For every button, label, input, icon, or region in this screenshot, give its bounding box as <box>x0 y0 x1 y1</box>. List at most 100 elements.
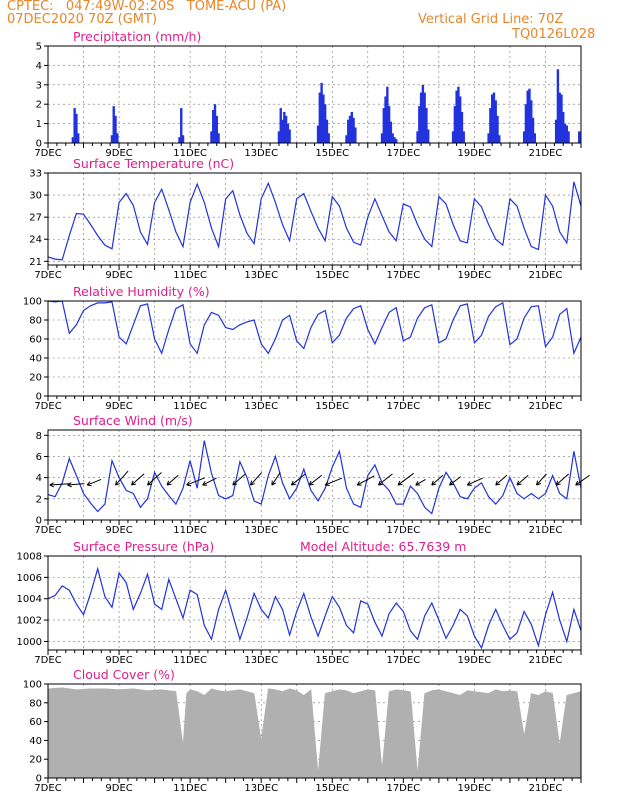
y-tick-label: 60 <box>29 335 42 346</box>
precip-bar <box>352 117 355 143</box>
header-grid-line: Vertical Grid Line: 70Z <box>418 12 564 27</box>
precip-bar <box>528 88 531 143</box>
precip-bar <box>494 100 497 143</box>
x-tick-label: 21DEC <box>529 270 563 281</box>
wind-arrow-shaft <box>449 476 462 486</box>
y-tick-label: 4 <box>36 473 42 484</box>
wind-arrow <box>67 482 85 488</box>
precip-bar <box>284 115 288 143</box>
wind-arrow-head <box>556 483 561 486</box>
precip-bar <box>460 111 464 143</box>
wind-arrow <box>131 473 145 486</box>
y-tick-label: 1002 <box>17 616 42 627</box>
x-tick-label: 9DEC <box>105 525 132 536</box>
x-tick-label: 13DEC <box>244 655 278 666</box>
wind-arrow-shaft <box>147 472 162 486</box>
wind-arrow-shaft <box>324 477 343 486</box>
x-tick-label: 9DEC <box>105 655 132 666</box>
x-tick-label: 7DEC <box>34 270 61 281</box>
precip-bar <box>77 133 80 143</box>
precip-bar <box>533 133 537 143</box>
wind-arrow-shaft <box>431 474 444 486</box>
wind-arrow-head <box>356 481 361 486</box>
y-tick-label: 100 <box>23 680 42 691</box>
x-tick-label: 13DEC <box>244 270 278 281</box>
panel-frame <box>47 429 582 521</box>
y-tick-label: 0 <box>36 392 42 403</box>
panel-title: Precipitation (mm/h) <box>73 29 201 44</box>
wind-arrow-shaft <box>202 477 217 486</box>
wind-arrow-head <box>232 480 235 486</box>
x-tick-label: 21DEC <box>529 783 563 794</box>
precip-bar <box>178 137 181 143</box>
wind-arrow-shaft <box>308 474 323 486</box>
y-tick-label: 1006 <box>17 573 42 584</box>
precip-bar <box>457 86 460 143</box>
wind-arrow <box>49 482 70 488</box>
wind-arrow <box>166 474 179 486</box>
x-tick-label: 11DEC <box>173 148 207 159</box>
header-code: TQ0126L028 <box>512 27 596 42</box>
y-tick-label: 20 <box>29 373 42 384</box>
panel-title: Surface Temperature (nC) <box>73 156 234 171</box>
wind-arrow-head <box>166 480 170 486</box>
precip-bar <box>455 90 458 143</box>
precip-bar <box>114 115 117 143</box>
precip-bar <box>487 133 490 143</box>
wind-arrow-head <box>67 482 72 486</box>
wind-arrow <box>495 474 508 486</box>
x-tick-label: 13DEC <box>244 783 278 794</box>
wind-arrow-head <box>250 483 255 486</box>
y-tick-label: 80 <box>29 316 42 327</box>
series-line <box>47 440 582 515</box>
precip-bar <box>554 119 558 143</box>
precip-bar <box>116 133 119 143</box>
precip-bar <box>180 108 183 143</box>
wind-arrow-head <box>115 480 118 486</box>
precip-bar <box>75 113 78 143</box>
x-tick-label: 19DEC <box>458 655 492 666</box>
precip-bar <box>213 104 217 143</box>
panel-title: Surface Wind (m/s) <box>73 413 193 428</box>
precip-bar <box>425 108 428 143</box>
wind-arrow-shaft <box>291 473 306 486</box>
panel-annotation: Model Altitude: 65.7639 m <box>300 539 466 554</box>
x-tick-label: 7DEC <box>34 655 61 666</box>
precip-bar <box>393 137 396 143</box>
precip-bar <box>350 111 354 143</box>
wind-arrow <box>377 473 393 486</box>
y-tick-label: 0 <box>36 139 42 150</box>
x-tick-label: 15DEC <box>315 783 349 794</box>
panel-title: Relative Humidity (%) <box>73 284 210 299</box>
precip-bar <box>391 133 394 143</box>
chart-panel-0: Precipitation (mm/h) 0 1 2 3 4 5 7DEC 9DEC 11DEC 1… <box>34 29 582 159</box>
x-tick-label: 13DEC <box>244 525 278 536</box>
wind-arrow-head <box>516 480 520 486</box>
x-tick-label: 13DEC <box>244 401 278 412</box>
wind-arrow <box>147 472 162 486</box>
y-tick-label: 1 <box>36 119 42 130</box>
wind-arrow-head <box>377 480 381 486</box>
y-tick-label: 21 <box>29 257 42 268</box>
wind-arrow-head <box>397 480 401 486</box>
wind-arrow-head <box>86 481 91 486</box>
wind-arrow-shaft <box>67 483 85 486</box>
wind-arrow <box>415 479 426 486</box>
wind-arrow-shaft <box>86 478 102 486</box>
wind-arrow-head <box>466 481 471 486</box>
precip-bar <box>345 135 348 143</box>
precip-bar <box>279 108 282 143</box>
x-tick-label: 9DEC <box>105 783 132 794</box>
wind-arrow-head <box>449 480 452 486</box>
wind-arrow-shaft <box>131 473 145 486</box>
x-tick-label: 7DEC <box>34 525 61 536</box>
wind-arrow-shaft <box>378 473 393 486</box>
wind-arrow-head <box>555 480 559 486</box>
wind-arrow <box>575 474 590 486</box>
chart-panel-5: Cloud Cover (%) 0 20 40 60 80 100 7DEC 9DEC 11DEC… <box>23 667 582 794</box>
x-tick-label: 19DEC <box>458 401 492 412</box>
x-tick-label: 9DEC <box>105 148 132 159</box>
wind-arrow-head <box>378 483 383 486</box>
precip-bar <box>387 106 391 143</box>
